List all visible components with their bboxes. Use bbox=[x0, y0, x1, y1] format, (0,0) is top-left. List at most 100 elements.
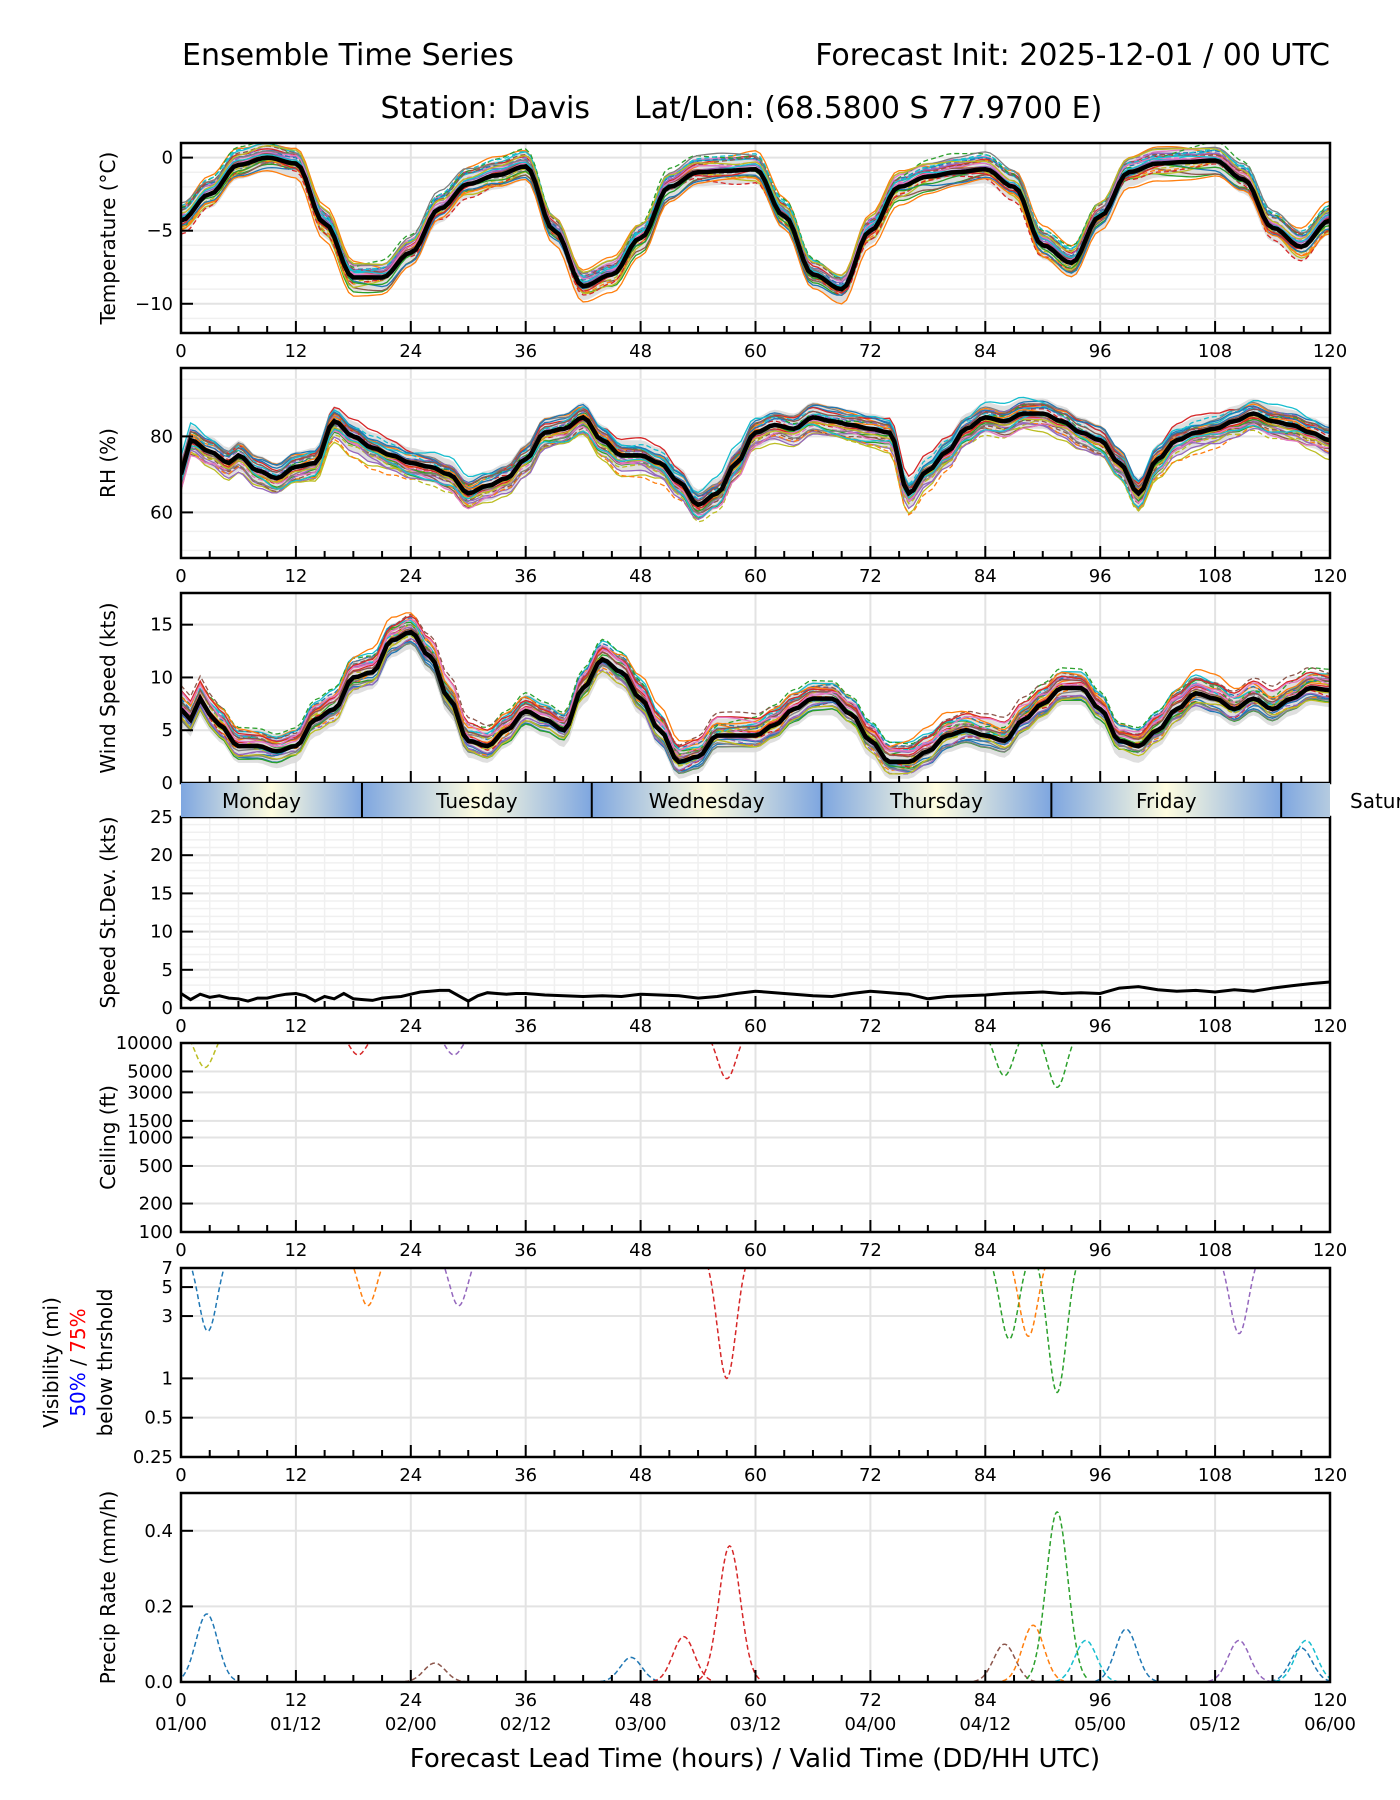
x-tick-label: 36 bbox=[514, 1016, 537, 1037]
precip-peak-line bbox=[1275, 1639, 1330, 1682]
threshold-dip-line bbox=[443, 1268, 474, 1307]
threshold-dip-line bbox=[190, 1043, 220, 1069]
x-tick-label: 72 bbox=[859, 341, 882, 362]
precip-peak-line bbox=[181, 1613, 238, 1682]
x-tick-label: 72 bbox=[859, 1240, 882, 1261]
ensemble-member-line bbox=[181, 145, 1330, 280]
precip-peak-line bbox=[1025, 1510, 1089, 1680]
x-tick-label: 48 bbox=[629, 1016, 652, 1037]
ensemble-member-line bbox=[181, 618, 1330, 753]
precip-peak-line bbox=[1270, 1647, 1330, 1682]
valid-time-label: 01/00 bbox=[155, 1714, 207, 1735]
day-label: Thursday bbox=[889, 789, 983, 813]
threshold-dip-line bbox=[991, 1268, 1027, 1340]
y-tick-label: 3 bbox=[162, 1306, 173, 1327]
ensemble-member-line bbox=[181, 615, 1330, 750]
plot-area bbox=[181, 612, 1330, 779]
x-tick-label: 48 bbox=[629, 1465, 652, 1486]
x-tick-label: 36 bbox=[514, 566, 537, 587]
ensemble-member-line bbox=[181, 617, 1330, 749]
threshold-dip-line bbox=[710, 1043, 743, 1080]
ensemble-mean-line bbox=[181, 411, 1330, 508]
day-segment: Wednesday bbox=[590, 783, 822, 817]
x-tick-label: 0 bbox=[175, 1690, 186, 1711]
ensemble-member-line bbox=[181, 624, 1330, 755]
valid-time-label: 05/12 bbox=[1189, 1714, 1241, 1735]
y-axis-label: Ceiling (ft) bbox=[96, 1085, 120, 1190]
y-tick-label: 0 bbox=[162, 148, 173, 169]
plot-area bbox=[181, 1510, 1330, 1682]
x-tick-label: 84 bbox=[974, 1016, 997, 1037]
y-tick-label: 0.4 bbox=[144, 1521, 173, 1542]
ensemble-member-line bbox=[181, 403, 1330, 502]
valid-time-label: 04/12 bbox=[959, 1714, 1011, 1735]
ensemble-member-line bbox=[181, 402, 1330, 501]
y-tick-label: −10 bbox=[135, 294, 173, 315]
y-axis-label: RH (%) bbox=[96, 428, 120, 498]
x-tick-label: 72 bbox=[859, 1690, 882, 1711]
y-tick-label: 100 bbox=[139, 1222, 173, 1243]
day-label: Wednesday bbox=[649, 789, 765, 813]
station-latlon: Lat/Lon: (68.5800 S 77.9700 E) bbox=[634, 91, 1102, 126]
ensemble-member-line bbox=[181, 160, 1330, 294]
ensemble-member-line bbox=[181, 633, 1330, 775]
y-tick-label: 1500 bbox=[127, 1111, 173, 1132]
day-segment: Friday bbox=[1050, 783, 1282, 817]
x-tick-label: 48 bbox=[629, 1690, 652, 1711]
valid-time-label: 06/00 bbox=[1304, 1714, 1356, 1735]
x-tick-label: 36 bbox=[514, 1240, 537, 1261]
x-tick-label: 48 bbox=[629, 1240, 652, 1261]
x-tick-label: 72 bbox=[859, 1016, 882, 1037]
y-tick-label: 10 bbox=[150, 922, 173, 943]
threshold-dip-line bbox=[1040, 1043, 1075, 1089]
forecast-init: Forecast Init: 2025-12-01 / 00 UTC bbox=[815, 38, 1330, 73]
y-axis-label: Precip Rate (mm/h) bbox=[96, 1491, 120, 1685]
precip-peak-line bbox=[600, 1656, 661, 1682]
day-segment-fill bbox=[361, 783, 592, 817]
ensemble-member-line bbox=[181, 422, 1330, 520]
x-tick-label: 0 bbox=[175, 1465, 186, 1486]
x-tick-label: 60 bbox=[744, 1690, 767, 1711]
y-tick-label: 60 bbox=[150, 502, 173, 523]
separator: / bbox=[66, 1353, 90, 1372]
x-tick-label: 24 bbox=[399, 1016, 422, 1037]
valid-time-label: 01/12 bbox=[270, 1714, 322, 1735]
day-label: Tuesday bbox=[435, 789, 518, 813]
x-tick-label: 60 bbox=[744, 341, 767, 362]
day-label: Saturday bbox=[1350, 789, 1400, 813]
plot-area bbox=[190, 1268, 1257, 1394]
y-tick-label: 15 bbox=[150, 615, 173, 636]
ensemble-member-line bbox=[181, 145, 1330, 277]
x-tick-label: 24 bbox=[399, 1240, 422, 1261]
y-axis-label-percentiles: 50% / 75% bbox=[66, 1308, 90, 1416]
x-tick-label: 60 bbox=[744, 566, 767, 587]
station-name: Station: Davis bbox=[380, 91, 590, 126]
x-tick-label: 12 bbox=[284, 1465, 307, 1486]
x-tick-label: 84 bbox=[974, 1690, 997, 1711]
x-tick-label: 108 bbox=[1198, 1016, 1232, 1037]
precip-peak-line bbox=[1208, 1639, 1270, 1682]
ensemble-mean-line bbox=[181, 629, 1330, 765]
y-axis-label: Temperature (°C) bbox=[96, 152, 120, 326]
y-tick-label: 0 bbox=[162, 773, 173, 794]
y-tick-label: 5000 bbox=[127, 1061, 173, 1082]
day-segment: Monday bbox=[181, 783, 362, 817]
y-tick-label: −5 bbox=[146, 221, 173, 242]
y-tick-label: 1000 bbox=[127, 1128, 173, 1149]
x-tick-label: 48 bbox=[629, 341, 652, 362]
x-tick-label: 84 bbox=[974, 1240, 997, 1261]
x-tick-label: 12 bbox=[284, 1016, 307, 1037]
x-axis-label: Forecast Lead Time (hours) / Valid Time … bbox=[410, 1744, 1100, 1774]
ensemble-mean-line bbox=[181, 155, 1330, 292]
day-segment-fill bbox=[591, 783, 822, 817]
threshold-dip-line bbox=[352, 1268, 383, 1307]
x-tick-label: 84 bbox=[974, 341, 997, 362]
y-tick-label: 20 bbox=[150, 845, 173, 866]
plot-area bbox=[181, 980, 1330, 1003]
x-tick-label: 96 bbox=[1089, 341, 1112, 362]
x-tick-label: 108 bbox=[1198, 566, 1232, 587]
ensemble-member-line bbox=[181, 170, 1330, 305]
day-of-week-bar: Monday Tuesday Wednesday Thursday Friday Satu… bbox=[181, 783, 1400, 817]
x-tick-label: 120 bbox=[1313, 1240, 1347, 1261]
